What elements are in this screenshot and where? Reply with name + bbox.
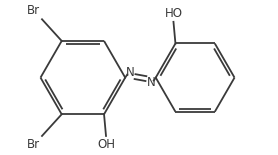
Text: Br: Br [27,4,40,17]
Text: Br: Br [27,138,40,151]
Text: N: N [147,76,155,89]
Text: OH: OH [97,138,115,151]
Text: HO: HO [165,7,182,20]
Text: N: N [126,66,135,79]
